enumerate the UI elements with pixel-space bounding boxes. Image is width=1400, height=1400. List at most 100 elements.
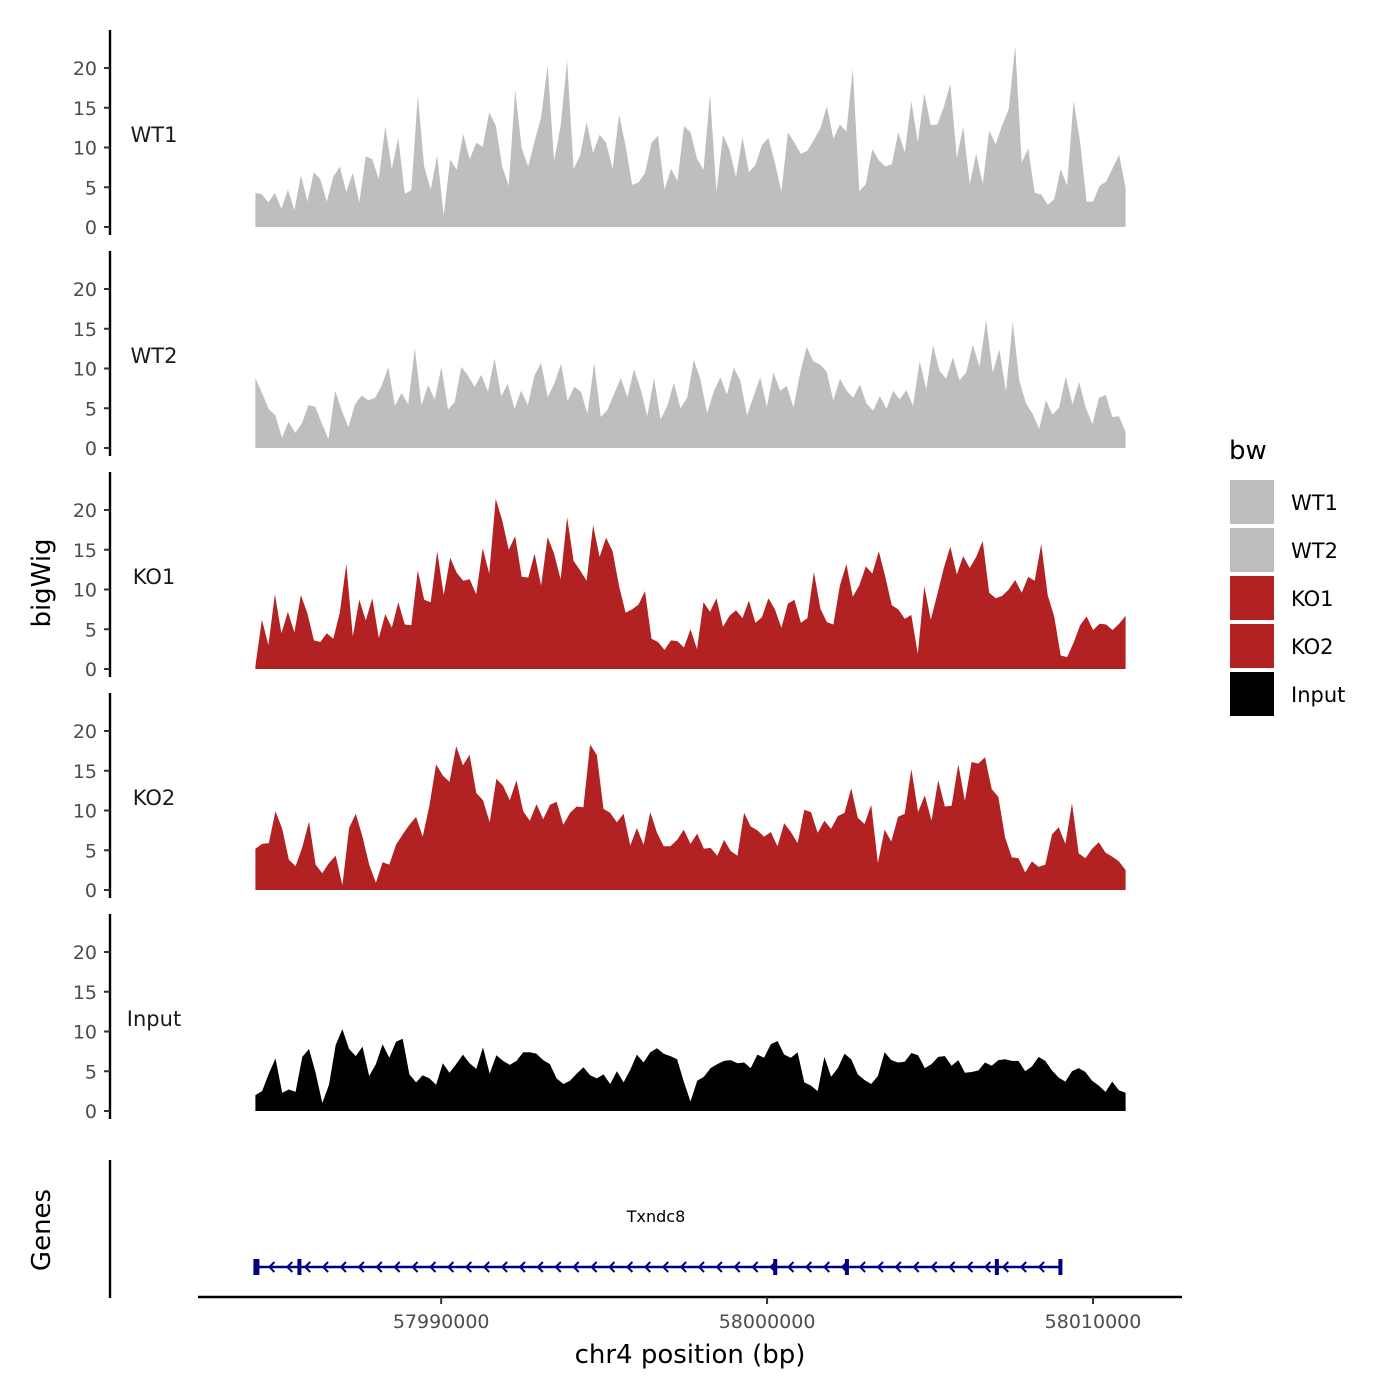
strand-arrow [590,1261,598,1273]
y-tick-label-wt1-15: 15 [73,98,97,120]
x-axis-title: chr4 position (bp) [575,1340,806,1370]
strand-arrow [751,1261,759,1273]
strand-arrow [500,1261,508,1273]
x-axis: 57990000 58000000 58010000 [198,1295,1182,1333]
legend-key-ko2 [1230,624,1274,668]
legend-label-wt1: WT1 [1291,491,1338,515]
strand-arrow [1001,1261,1010,1273]
strand-arrow [822,1261,831,1273]
strand-arrow [894,1261,902,1273]
strand-arrow [679,1261,687,1273]
area-wt1 [255,45,1126,228]
area-ko2 [255,744,1126,890]
y-tick-label-wt1-0: 0 [85,217,97,239]
x-tick-label-58000000: 58000000 [719,1311,816,1333]
y-tick-label-ko2-20: 20 [73,721,97,743]
strand-arrow [303,1261,311,1273]
x-tick-label-57990000: 57990000 [393,1311,490,1333]
strand-arrow [948,1261,956,1273]
area-wt2 [255,320,1126,448]
legend-label-ko2: KO2 [1291,635,1334,659]
legend-key-wt1 [1230,480,1274,524]
strand-arrow [625,1261,634,1273]
strand-arrow [285,1261,294,1273]
strand-arrow [482,1261,490,1273]
exon-5 [994,1259,999,1275]
exon-1 [253,1259,260,1275]
y-tick-label-ko1-10: 10 [73,580,97,602]
track-ko2: 0 5 10 15 20 KO2 [73,693,1126,902]
y-tick-label-ko2-5: 5 [85,840,97,862]
strand-arrow [1037,1261,1045,1273]
y-tick-label-wt2-0: 0 [85,438,97,460]
x-tick-label-58010000: 58010000 [1045,1311,1142,1333]
strand-arrow [429,1261,437,1273]
legend-label-input: Input [1291,683,1345,707]
track-wt1: 0 5 10 15 20 WT1 [73,30,1126,239]
strand-arrow [876,1261,884,1273]
y-tick-label-input-10: 10 [73,1022,97,1044]
y-axis-title: bigWig [27,538,57,627]
y-tick-label-ko2-15: 15 [73,761,97,783]
legend-key-input [1230,672,1274,716]
y-tick-label-wt2-10: 10 [73,359,97,381]
track-label-wt2: WT2 [131,344,178,368]
strand-arrow [787,1261,795,1273]
bigwig-tracks: 0 5 10 15 20 WT1 0 5 10 15 20 WT2 0 5 10 15 20 KO1 0 5 10 15 2… [73,30,1126,1123]
track-label-input: Input [127,1007,181,1031]
y-tick-label-input-15: 15 [73,982,97,1004]
y-tick-label-wt2-20: 20 [73,279,97,301]
legend-key-wt2 [1230,528,1274,572]
y-tick-label-input-20: 20 [73,942,97,964]
strand-arrow [411,1261,419,1273]
exon-3 [773,1259,778,1275]
y-tick-label-ko2-0: 0 [85,880,97,902]
gene-label: Txndc8 [626,1207,686,1226]
track-input: 0 5 10 15 20 Input [73,914,1126,1123]
y-tick-label-wt1-5: 5 [85,177,97,199]
area-input [255,1029,1126,1111]
legend-title: bw [1229,436,1267,466]
track-ko1: 0 5 10 15 20 KO1 [73,472,1126,681]
area-ko1 [255,498,1126,669]
strand-arrow [572,1261,580,1273]
strand-arrow [697,1261,705,1273]
gene-panel-title: Genes [27,1189,57,1271]
exon-4 [844,1259,849,1275]
strand-arrow [1019,1261,1027,1273]
strand-arrow [554,1261,562,1273]
strand-arrow [966,1261,974,1273]
strand-arrow [339,1261,347,1273]
strand-arrow [536,1261,544,1273]
legend: bw WT1 WT2 KO1 KO2 Input [1229,436,1345,716]
y-tick-label-ko1-0: 0 [85,659,97,681]
y-tick-label-ko1-15: 15 [73,540,97,562]
strand-arrow [393,1261,401,1273]
exon-6 [1058,1259,1063,1275]
strand-arrow [661,1261,669,1273]
strand-arrow [858,1261,866,1273]
strand-arrow [518,1261,526,1273]
strand-arrow [983,1261,992,1273]
legend-label-wt2: WT2 [1291,539,1338,563]
y-tick-label-wt1-20: 20 [73,58,97,80]
strand-arrow [464,1261,473,1273]
strand-arrow [357,1261,365,1273]
y-tick-label-ko1-5: 5 [85,619,97,641]
y-tick-label-ko1-20: 20 [73,500,97,522]
legend-key-ko1 [1230,576,1274,620]
track-wt2: 0 5 10 15 20 WT2 [73,251,1126,460]
strand-arrow [608,1261,616,1273]
track-label-ko2: KO2 [133,786,176,810]
strand-arrow [321,1261,329,1273]
track-label-wt1: WT1 [131,123,178,147]
strand-arrow [733,1261,741,1273]
y-tick-label-wt2-5: 5 [85,398,97,420]
strand-arrow [446,1261,455,1273]
legend-label-ko1: KO1 [1291,587,1334,611]
strand-arrow [912,1261,920,1273]
gene-model [253,1259,1063,1275]
y-tick-label-wt1-10: 10 [73,138,97,160]
track-label-ko1: KO1 [133,565,176,589]
strand-arrow [715,1261,723,1273]
